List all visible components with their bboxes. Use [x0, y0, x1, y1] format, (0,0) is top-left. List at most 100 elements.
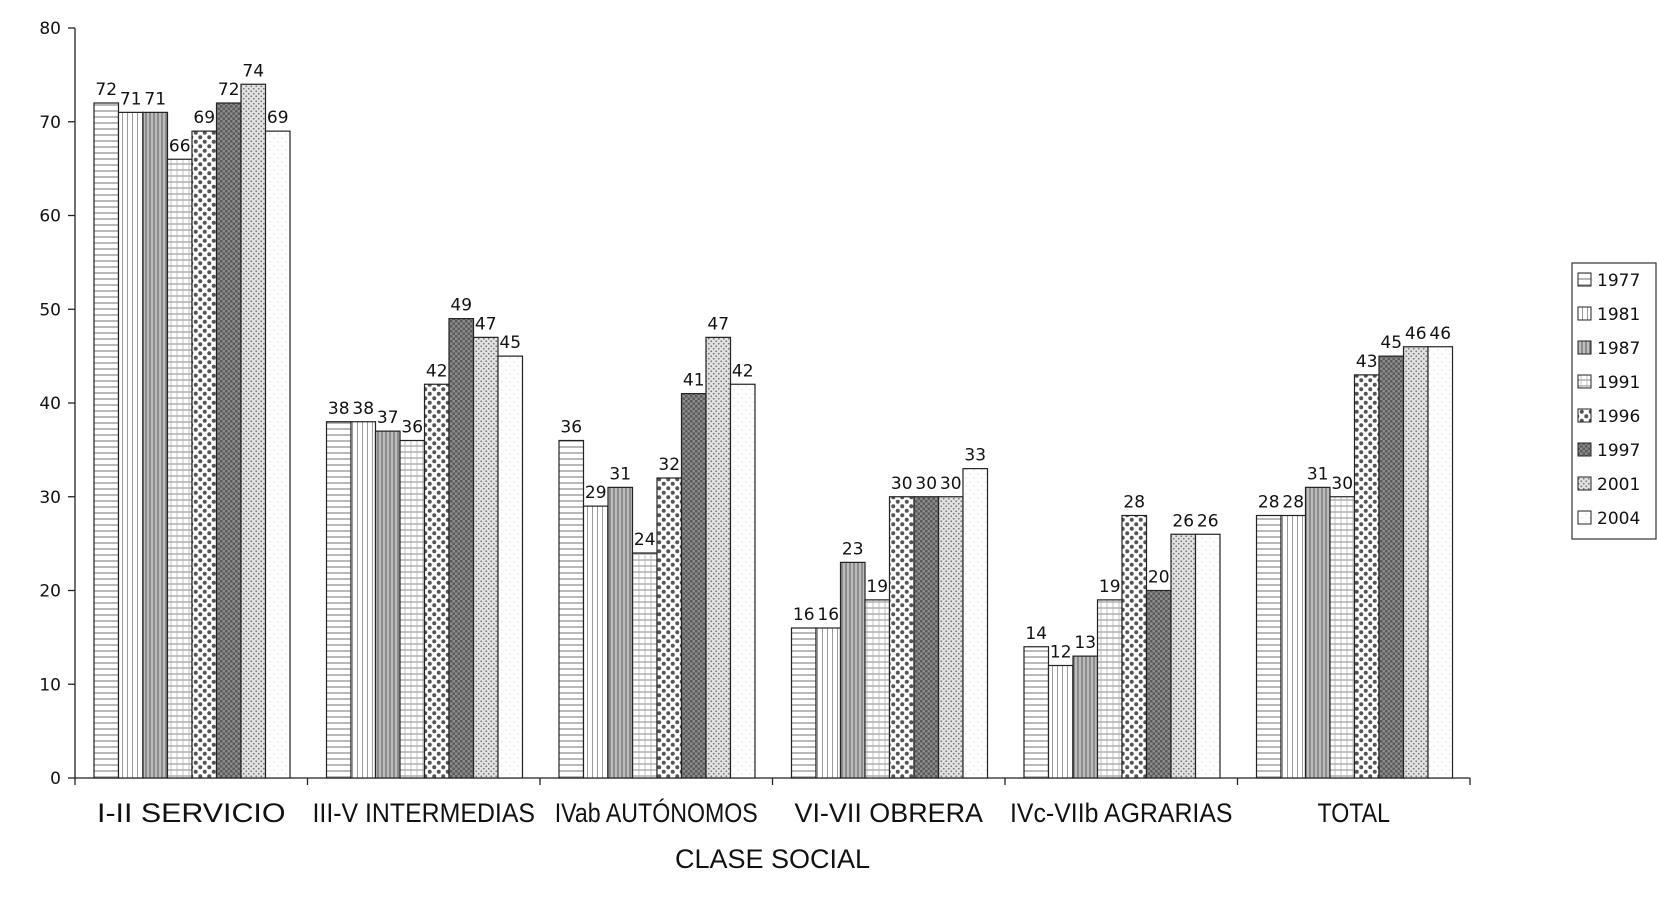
data-label: 32	[658, 455, 680, 475]
y-tick-label: 0	[50, 769, 61, 789]
data-label: 26	[1172, 511, 1194, 531]
bar-2001-5	[1402, 346, 1429, 779]
bar-1997-4	[1145, 589, 1172, 779]
data-label: 16	[793, 605, 815, 625]
legend-label: 1987	[1597, 339, 1640, 359]
bar-2001-3	[937, 496, 964, 779]
data-label: 14	[1025, 624, 1047, 644]
bar-1991-0	[166, 158, 193, 779]
data-label: 47	[475, 314, 497, 334]
bar-1991-5	[1329, 496, 1356, 779]
data-label: 49	[450, 296, 472, 316]
y-tick-label: 20	[39, 582, 61, 602]
x-axis-title: CLASE SOCIAL	[675, 844, 870, 874]
legend-swatch	[1577, 340, 1592, 355]
bar-2004-2	[729, 383, 756, 779]
data-label: 38	[328, 399, 350, 419]
y-tick-label: 10	[39, 675, 61, 695]
category-label: IVc-VIIb AGRARIAS	[1010, 798, 1233, 828]
legend-swatch	[1577, 272, 1592, 287]
bar-2001-1	[472, 336, 499, 779]
bar-1981-2	[582, 505, 609, 779]
data-label: 46	[1405, 324, 1427, 344]
data-label: 16	[817, 605, 839, 625]
bar-1987-1	[374, 430, 401, 779]
data-label: 12	[1050, 643, 1072, 663]
category-label: IVab AUTÓNOMOS	[555, 797, 758, 828]
bar-1996-3	[888, 496, 915, 779]
bar-2004-0	[264, 130, 291, 779]
bar-1987-4	[1072, 655, 1099, 779]
bar-2004-3	[962, 468, 989, 779]
legend-swatch	[1577, 476, 1592, 491]
data-label: 71	[120, 89, 142, 109]
data-label: 66	[169, 136, 191, 156]
bar-1977-1	[325, 421, 352, 779]
bar-1997-5	[1378, 355, 1405, 779]
bar-2004-4	[1194, 533, 1221, 779]
data-label: 69	[193, 108, 215, 128]
bar-1991-3	[864, 599, 891, 779]
bar-1996-0	[191, 130, 218, 779]
category-labels: I-II SERVICIO III-V INTERMEDIAS IVab AUTÓN…	[97, 797, 1390, 828]
data-label: 30	[940, 474, 962, 494]
data-label: 46	[1429, 324, 1451, 344]
category-label: III-V INTERMEDIAS	[313, 798, 536, 828]
bar-1981-5	[1280, 514, 1307, 779]
data-label: 19	[866, 577, 888, 597]
data-label: 71	[144, 89, 166, 109]
data-label: 37	[377, 408, 399, 428]
data-label: 33	[964, 446, 986, 466]
data-label: 23	[842, 539, 864, 559]
legend-label: 1981	[1597, 305, 1640, 325]
data-label: 29	[585, 483, 607, 503]
bar-1977-2	[558, 439, 585, 779]
bar-1977-3	[790, 627, 817, 779]
data-label: 28	[1282, 493, 1304, 513]
data-label: 30	[915, 474, 937, 494]
y-tick-label: 80	[39, 19, 61, 39]
data-label: 28	[1123, 493, 1145, 513]
bar-1987-3	[839, 561, 866, 779]
legend-label: 1997	[1597, 441, 1640, 461]
data-label: 43	[1356, 352, 1378, 372]
bar-1977-5	[1255, 514, 1282, 779]
legend-swatch	[1577, 442, 1592, 457]
y-tick-label: 70	[39, 113, 61, 133]
data-label: 69	[267, 108, 289, 128]
bar-1996-4	[1121, 514, 1148, 779]
bar-1977-0	[93, 102, 120, 779]
data-label: 41	[683, 371, 705, 391]
bar-1996-5	[1353, 374, 1380, 779]
bar-1996-2	[656, 477, 683, 779]
data-label: 42	[426, 361, 448, 381]
category-label: TOTAL	[1318, 798, 1391, 828]
y-tick-label: 60	[39, 207, 61, 227]
legend-label: 1977	[1597, 271, 1640, 291]
bar-1987-5	[1304, 486, 1331, 779]
data-label: 28	[1258, 493, 1280, 513]
legend-swatch	[1577, 510, 1592, 525]
bar-1996-1	[423, 383, 450, 779]
bar-1997-0	[215, 102, 242, 779]
data-label: 47	[707, 314, 729, 334]
bar-2001-4	[1170, 533, 1197, 779]
y-tick-label: 40	[39, 394, 61, 414]
bar-2004-5	[1427, 346, 1454, 779]
category-label: VI-VII OBRERA	[795, 798, 984, 828]
legend-label: 1996	[1597, 407, 1640, 427]
bar-1997-1	[448, 318, 475, 779]
legend: 1977 1981 1987 1991 1996 1997 2001 2004	[1571, 262, 1657, 540]
data-label: 19	[1099, 577, 1121, 597]
data-label: 31	[609, 464, 631, 484]
data-label: 30	[891, 474, 913, 494]
bar-2001-2	[705, 336, 732, 779]
bar-1981-4	[1047, 664, 1074, 779]
data-label: 38	[352, 399, 374, 419]
data-label: 20	[1148, 568, 1170, 588]
data-label: 42	[732, 361, 754, 381]
bar-1991-2	[631, 552, 658, 779]
bar-1981-0	[117, 111, 144, 779]
